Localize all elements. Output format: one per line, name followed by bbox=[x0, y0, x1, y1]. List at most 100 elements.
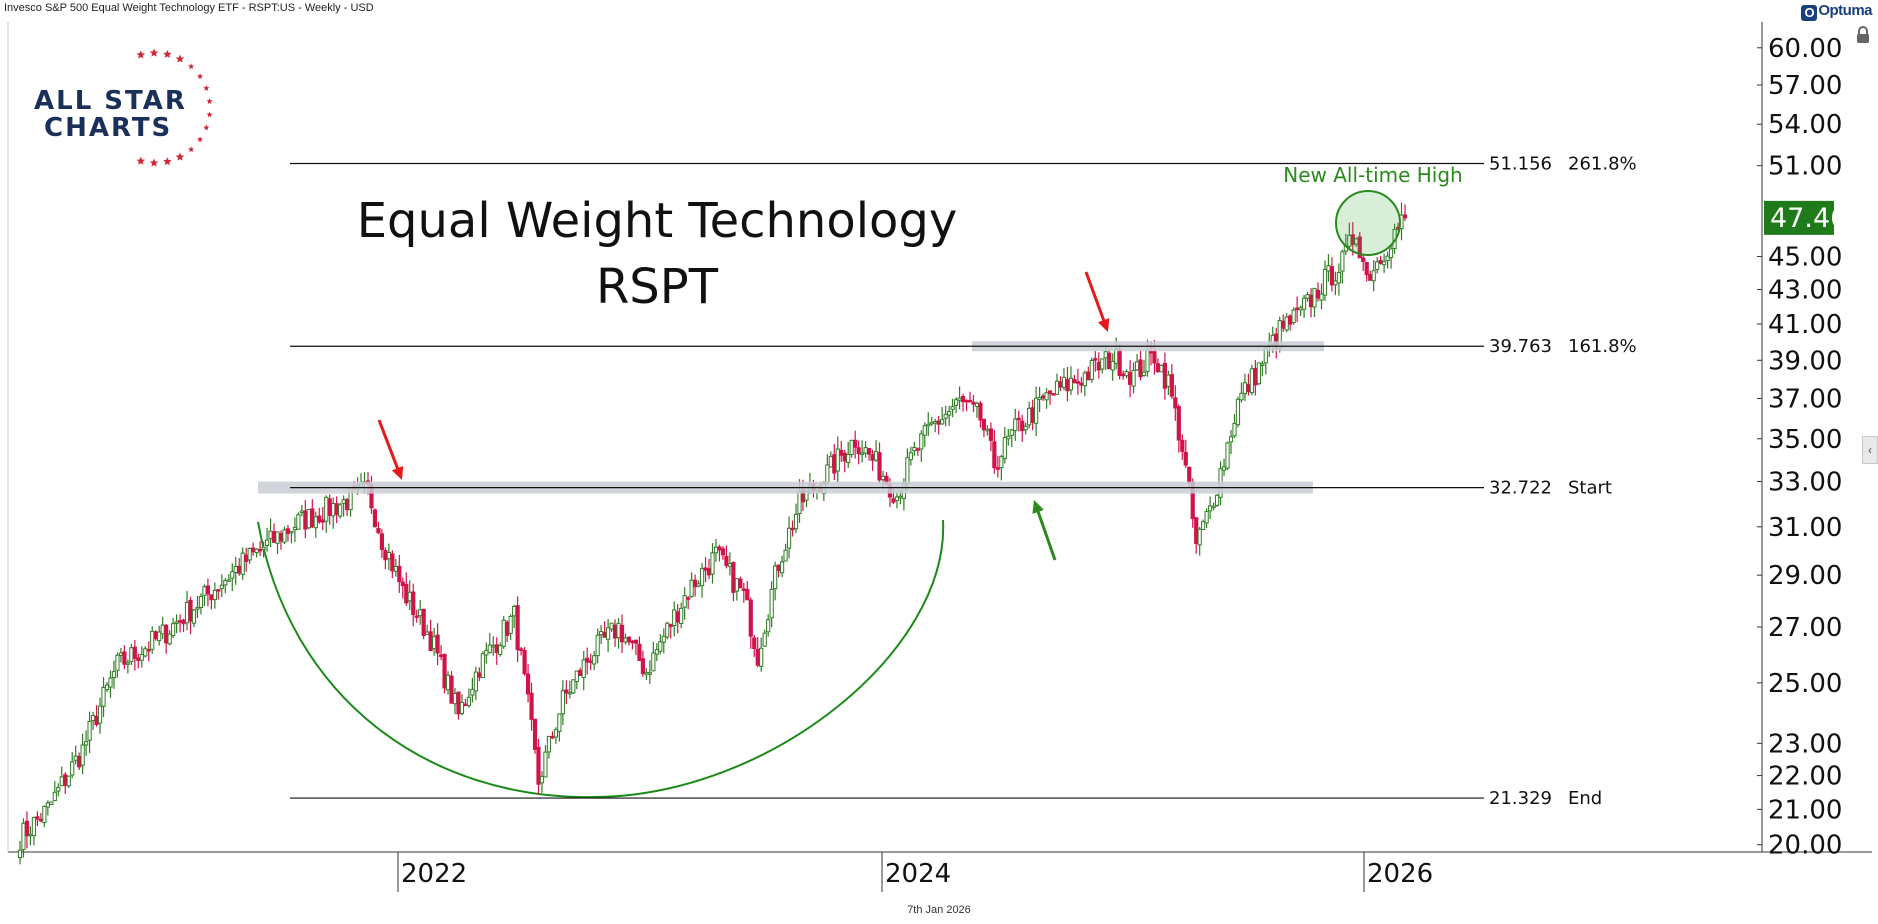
candle bbox=[926, 412, 931, 437]
time-axis[interactable]: 2022 2024 2026 bbox=[397, 852, 1433, 892]
candle bbox=[1173, 385, 1178, 421]
candle bbox=[856, 440, 861, 465]
candle bbox=[205, 578, 211, 607]
candle bbox=[1131, 362, 1136, 394]
candle bbox=[720, 546, 726, 560]
candle bbox=[860, 440, 865, 463]
star-icon bbox=[206, 98, 213, 104]
y-tick-label: 20.00 bbox=[1768, 831, 1842, 861]
candle bbox=[216, 589, 221, 600]
candle bbox=[1368, 270, 1373, 281]
candle bbox=[90, 711, 96, 730]
candle bbox=[762, 629, 767, 647]
optuma-brand[interactable]: O Optuma bbox=[1801, 2, 1872, 21]
candle bbox=[1239, 382, 1244, 403]
candle bbox=[310, 499, 315, 528]
candle bbox=[682, 587, 687, 620]
candle bbox=[532, 718, 538, 754]
chevron-left-icon[interactable]: ‹ bbox=[1862, 436, 1878, 464]
candle bbox=[654, 643, 659, 662]
cup-arc bbox=[257, 519, 945, 799]
candle bbox=[988, 422, 993, 452]
candle bbox=[1364, 261, 1369, 282]
candle bbox=[967, 391, 973, 403]
candle bbox=[1301, 294, 1307, 318]
y-tick-label: 54.00 bbox=[1768, 110, 1842, 140]
candle bbox=[1075, 368, 1080, 395]
lock-icon[interactable] bbox=[1856, 26, 1870, 44]
candle bbox=[912, 441, 917, 456]
chart-title: Equal Weight Technology bbox=[357, 193, 958, 249]
candle bbox=[63, 772, 68, 794]
level-value: 39.763 bbox=[1489, 336, 1552, 357]
candles bbox=[17, 202, 1408, 865]
candle bbox=[1295, 296, 1300, 322]
candle bbox=[327, 494, 332, 525]
candle bbox=[1291, 307, 1296, 325]
candle bbox=[710, 543, 715, 584]
candle bbox=[519, 646, 524, 656]
candle bbox=[136, 653, 141, 669]
candle bbox=[644, 668, 649, 680]
candle bbox=[571, 679, 576, 695]
candle bbox=[1086, 366, 1091, 381]
star-icon bbox=[136, 156, 146, 165]
candle bbox=[546, 735, 552, 759]
candle bbox=[1382, 253, 1387, 273]
candle bbox=[1288, 314, 1293, 331]
candle bbox=[219, 574, 224, 598]
level-value: 51.156 bbox=[1489, 153, 1552, 174]
candle bbox=[1221, 458, 1227, 476]
candle bbox=[1242, 373, 1248, 401]
candle bbox=[1208, 496, 1213, 519]
candle bbox=[463, 698, 468, 707]
candle bbox=[164, 624, 169, 654]
candle bbox=[1079, 377, 1084, 393]
candle bbox=[696, 580, 701, 588]
level-value: 21.329 bbox=[1489, 788, 1552, 809]
candle bbox=[52, 781, 57, 802]
candle bbox=[49, 801, 54, 806]
candle bbox=[536, 738, 541, 794]
candle bbox=[665, 621, 670, 640]
candle bbox=[1336, 263, 1341, 296]
candle bbox=[595, 628, 600, 664]
candle bbox=[1256, 362, 1261, 386]
candle bbox=[992, 430, 997, 474]
candle bbox=[1002, 427, 1007, 464]
candle bbox=[97, 697, 103, 734]
candle bbox=[578, 667, 583, 677]
candle bbox=[240, 547, 245, 580]
candle bbox=[1183, 439, 1188, 469]
candle bbox=[191, 608, 197, 628]
candle bbox=[943, 405, 948, 427]
candle bbox=[724, 545, 729, 569]
candle bbox=[393, 558, 398, 577]
candle bbox=[689, 572, 694, 598]
level-label: 261.8% bbox=[1568, 153, 1637, 174]
chart-date: 7th Jan 2026 bbox=[907, 904, 971, 916]
candle bbox=[581, 650, 586, 691]
candle bbox=[846, 441, 851, 468]
candle bbox=[773, 561, 778, 601]
candle bbox=[459, 694, 465, 716]
candle bbox=[1096, 352, 1101, 379]
star-icon bbox=[163, 49, 172, 59]
candle bbox=[755, 637, 760, 668]
candle bbox=[1141, 360, 1147, 377]
candle bbox=[1385, 251, 1390, 269]
star-icon bbox=[175, 152, 185, 161]
candle bbox=[386, 543, 391, 571]
candle bbox=[940, 407, 945, 425]
y-tick-label: 37.00 bbox=[1768, 384, 1842, 414]
candle bbox=[1040, 393, 1046, 402]
candle bbox=[376, 521, 381, 535]
candle bbox=[947, 405, 952, 426]
candle bbox=[115, 652, 120, 678]
candle bbox=[609, 622, 614, 632]
candle bbox=[1037, 386, 1042, 413]
candle bbox=[1127, 360, 1133, 398]
y-tick-label: 51.00 bbox=[1768, 152, 1842, 182]
